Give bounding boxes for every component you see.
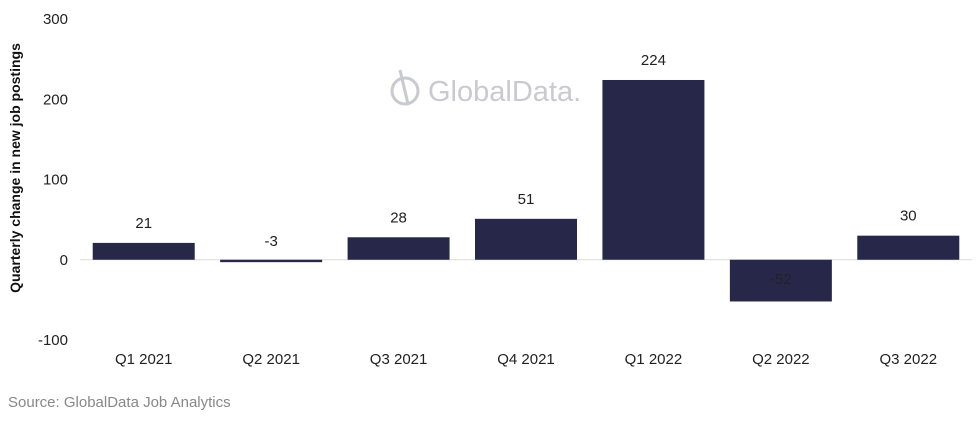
- data-label: 51: [518, 191, 535, 208]
- x-tick-label: Q1 2022: [625, 351, 683, 368]
- bar: [92, 242, 195, 260]
- x-tick-label: Q2 2022: [752, 351, 810, 368]
- bar: [220, 259, 323, 263]
- watermark-text: GlobalData.: [428, 76, 581, 108]
- y-axis-label: Quarterly change in new job postings: [7, 43, 23, 293]
- x-tick-label: Q4 2021: [497, 351, 555, 368]
- x-ticks: Q1 2021 Q2 2021 Q3 2021 Q4 2021 Q1 2022 Q2 20…: [115, 351, 937, 368]
- y-ticks: -100 0 100 200 300: [38, 11, 68, 349]
- data-label: -52: [770, 271, 792, 288]
- data-label: 224: [641, 52, 666, 69]
- data-label: 28: [390, 209, 407, 226]
- y-tick-label: 200: [43, 91, 68, 108]
- x-tick-label: Q1 2021: [115, 351, 173, 368]
- data-label: 21: [135, 215, 152, 232]
- bar: [857, 235, 960, 260]
- bar: [729, 259, 832, 302]
- data-label: 30: [900, 208, 917, 225]
- bar: [602, 79, 705, 260]
- x-tick-label: Q3 2022: [880, 351, 938, 368]
- data-labels: 21 -3 28 51 224 -52 30: [135, 52, 916, 288]
- data-label: -3: [264, 233, 277, 250]
- bar-chart: GlobalData. Quarterly change in new job …: [7, 11, 972, 368]
- source-note: Source: GlobalData Job Analytics: [8, 394, 231, 411]
- bar: [347, 237, 450, 260]
- bars: [92, 79, 960, 302]
- watermark: GlobalData.: [390, 69, 581, 108]
- y-tick-label: -100: [38, 332, 68, 349]
- globaldata-logo-icon: [390, 69, 420, 106]
- x-tick-label: Q3 2021: [370, 351, 428, 368]
- y-tick-label: 300: [43, 11, 68, 28]
- bar: [475, 218, 577, 260]
- y-tick-label: 0: [60, 252, 68, 269]
- x-tick-label: Q2 2021: [242, 351, 300, 368]
- y-tick-label: 100: [43, 172, 68, 189]
